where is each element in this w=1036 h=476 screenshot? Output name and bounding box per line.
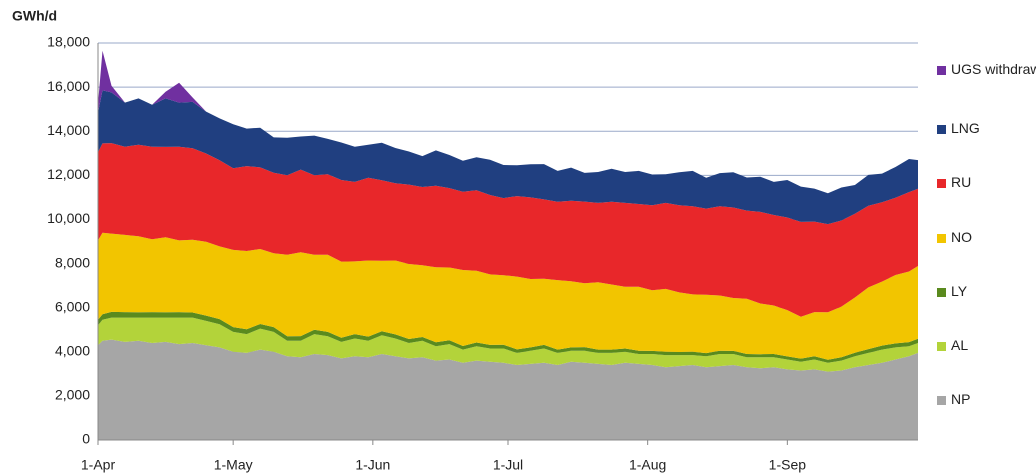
y-tick-label: 6,000 — [55, 298, 90, 314]
legend-swatch — [937, 179, 946, 188]
legend-label: RU — [951, 174, 972, 190]
area — [98, 311, 918, 363]
area — [98, 90, 918, 225]
y-tick-label: 16,000 — [47, 78, 90, 94]
y-tick-label: 12,000 — [47, 166, 90, 182]
legend-swatch — [937, 396, 946, 405]
y-tick-label: 14,000 — [47, 122, 90, 138]
y-tick-label: 2,000 — [55, 387, 90, 403]
y-tick-label: 10,000 — [47, 210, 90, 226]
area — [98, 232, 918, 360]
y-tick-label: 4,000 — [55, 342, 90, 358]
area — [98, 143, 918, 317]
legend-label: NP — [951, 391, 971, 407]
y-tick-label: 18,000 — [47, 34, 90, 50]
x-tick-label: 1-May — [214, 457, 253, 473]
legend-label: UGS withdraw — [951, 61, 1036, 77]
y-tick-label: 8,000 — [55, 254, 90, 270]
y-tick-label: 0 — [82, 431, 90, 447]
legend-label: LNG — [951, 120, 980, 136]
legend-swatch — [937, 342, 946, 351]
area — [98, 317, 918, 372]
x-tick-label: 1-Apr — [81, 457, 116, 473]
legend-swatch — [937, 66, 946, 75]
legend-label: LY — [951, 283, 968, 299]
legend-swatch — [937, 234, 946, 243]
legend-label: NO — [951, 229, 972, 245]
legend-swatch — [937, 288, 946, 297]
legend-label: AL — [951, 337, 969, 353]
y-axis-label: GWh/d — [12, 8, 57, 24]
area — [98, 339, 918, 440]
legend-swatch — [937, 125, 946, 134]
x-tick-label: 1-Jun — [355, 457, 390, 473]
x-tick-label: 1-Aug — [629, 457, 666, 473]
x-tick-label: 1-Jul — [493, 457, 523, 473]
x-tick-label: 1-Sep — [769, 457, 807, 473]
